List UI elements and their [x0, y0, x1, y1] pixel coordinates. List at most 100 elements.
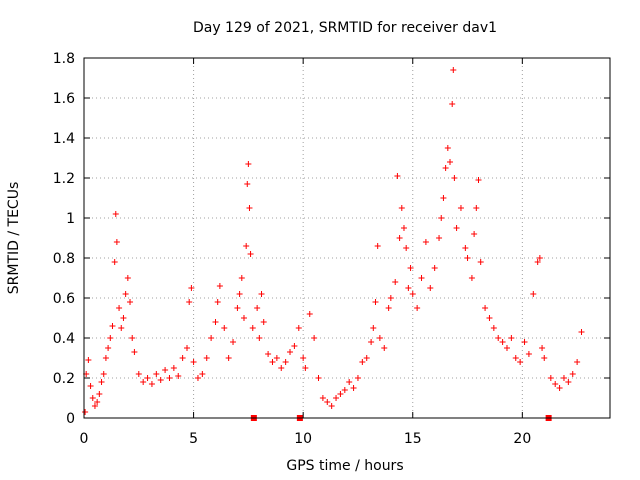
- x-tick-label: 15: [404, 431, 422, 447]
- data-point: [91, 403, 98, 409]
- data-point: [414, 305, 421, 311]
- data-point: [363, 355, 370, 361]
- data-point: [89, 395, 96, 401]
- data-point: [512, 355, 519, 361]
- data-point: [473, 205, 480, 211]
- data-point: [291, 343, 298, 349]
- data-point: [398, 205, 405, 211]
- x-tick-label: 10: [294, 431, 312, 447]
- data-point: [462, 245, 469, 251]
- data-point: [486, 315, 493, 321]
- data-point: [246, 205, 253, 211]
- data-point: [256, 335, 263, 341]
- data-point: [438, 215, 445, 221]
- data-point: [302, 365, 309, 371]
- data-point: [144, 375, 151, 381]
- data-point: [203, 355, 210, 361]
- data-point: [418, 275, 425, 281]
- data-point: [295, 325, 302, 331]
- y-tick-label: 0.8: [53, 251, 75, 267]
- data-point: [569, 371, 576, 377]
- data-point: [319, 395, 326, 401]
- plot-frame: [83, 57, 611, 419]
- data-point: [442, 165, 449, 171]
- data-point: [234, 305, 241, 311]
- y-axis-label: SRMTID / TECUs: [6, 182, 22, 295]
- data-point: [574, 359, 581, 365]
- data-point: [376, 335, 383, 341]
- data-point: [381, 345, 388, 351]
- data-point: [254, 305, 261, 311]
- data-point: [166, 375, 173, 381]
- y-tick-label: 1.8: [53, 51, 75, 67]
- data-point: [122, 291, 129, 297]
- data-point: [153, 371, 160, 377]
- data-point: [82, 409, 89, 415]
- data-point: [552, 381, 559, 387]
- axis-ticks: 0 0.2 0.4 0.6 0.8 1 1.2 1.4 1.6 1.8 0 5 10 15 20: [53, 51, 610, 447]
- data-point: [346, 379, 353, 385]
- data-point: [118, 325, 125, 331]
- data-point: [135, 371, 142, 377]
- data-point: [475, 177, 482, 183]
- data-point: [245, 161, 252, 167]
- data-point: [94, 399, 101, 405]
- data-point: [269, 359, 276, 365]
- data-point: [560, 375, 567, 381]
- data-point: [422, 239, 429, 245]
- data-point: [179, 355, 186, 361]
- data-point: [175, 373, 182, 379]
- data-point: [464, 255, 471, 261]
- data-point: [249, 325, 256, 331]
- data-point: [190, 359, 197, 365]
- data-point: [127, 299, 134, 305]
- data-point: [431, 265, 438, 271]
- data-point: [258, 291, 265, 297]
- data-point: [400, 225, 407, 231]
- data-point: [385, 305, 392, 311]
- data-point: [186, 299, 193, 305]
- data-point: [394, 173, 401, 179]
- data-point: [447, 159, 454, 165]
- data-point: [503, 345, 510, 351]
- data-point: [490, 325, 497, 331]
- data-point: [508, 335, 515, 341]
- data-point: [354, 375, 361, 381]
- y-tick-label: 0.4: [53, 331, 75, 347]
- y-tick-label: 0: [66, 411, 75, 427]
- data-point: [170, 365, 177, 371]
- data-point: [265, 351, 272, 357]
- data-point: [536, 255, 543, 261]
- data-point: [311, 335, 318, 341]
- data-point: [374, 243, 381, 249]
- data-point: [105, 345, 112, 351]
- data-point: [525, 351, 532, 357]
- y-tick-label: 1: [66, 211, 75, 227]
- data-point: [482, 305, 489, 311]
- grid-lines: [84, 58, 610, 418]
- data-point: [107, 335, 114, 341]
- data-point: [534, 259, 541, 265]
- data-points: [82, 67, 585, 415]
- data-point: [368, 339, 375, 345]
- data-point: [214, 299, 221, 305]
- data-point: [102, 355, 109, 361]
- data-point: [370, 325, 377, 331]
- data-point: [111, 259, 118, 265]
- data-point: [112, 211, 119, 217]
- data-point: [188, 285, 195, 291]
- data-point: [359, 359, 366, 365]
- data-point: [199, 371, 206, 377]
- data-point: [392, 279, 399, 285]
- data-point: [96, 391, 103, 397]
- data-point: [236, 291, 243, 297]
- y-tick-label: 0.2: [53, 371, 75, 387]
- data-point: [120, 315, 127, 321]
- data-point: [140, 379, 147, 385]
- data-point: [450, 67, 457, 73]
- data-point: [282, 359, 289, 365]
- x-axis-label: GPS time / hours: [286, 458, 403, 474]
- data-point: [405, 285, 412, 291]
- data-point: [98, 379, 105, 385]
